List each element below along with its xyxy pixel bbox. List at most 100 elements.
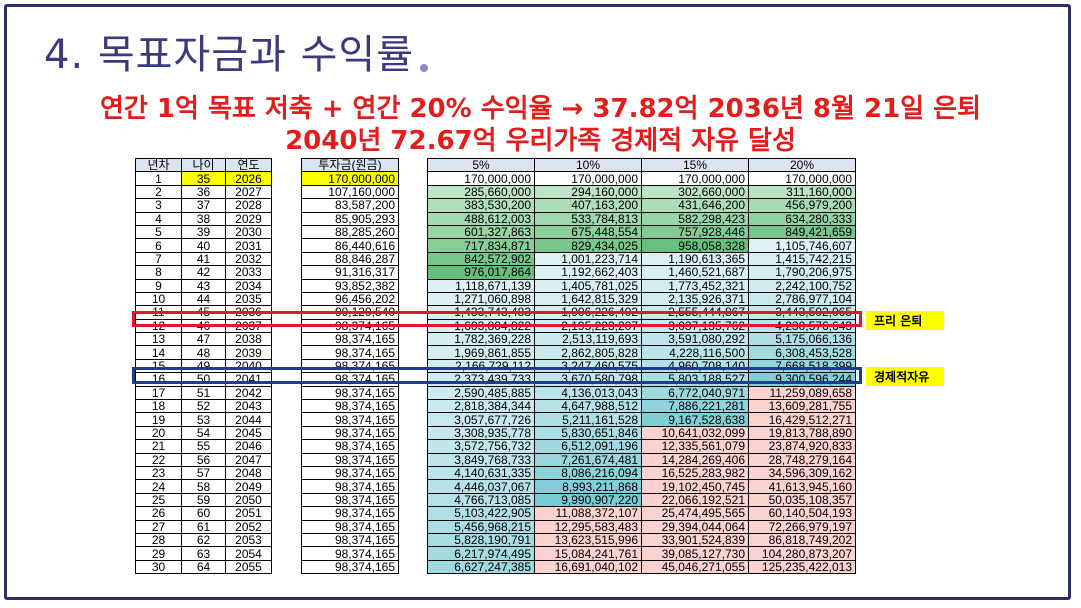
- table-cell: 41: [181, 251, 226, 267]
- table-cell: 456,979,200: [748, 198, 856, 213]
- table-row: 23 57 2048: [135, 465, 272, 481]
- table-cell: 16,525,283,982: [641, 465, 749, 481]
- table-cell: 45,046,271,055: [641, 559, 749, 575]
- table-cell: 59: [181, 492, 226, 508]
- table-row: 5,103,422,905 11,088,372,107 25,474,495,56…: [427, 506, 856, 521]
- table-cell: 1,642,815,329: [534, 291, 642, 307]
- table-cell: 98,374,165: [301, 399, 399, 414]
- table-cell: 5,175,066,136: [748, 332, 856, 347]
- table-cell: 86,440,616: [301, 238, 399, 253]
- table-row: 27 61 2052: [135, 519, 272, 534]
- table-cell: 2048: [225, 465, 272, 481]
- table-cell: 383,530,200: [427, 198, 535, 213]
- table-cell: 107,160,000: [301, 184, 399, 200]
- table-row: 21 55 2046: [135, 439, 272, 454]
- table-row: 17 51 2042: [135, 385, 272, 401]
- table-cell: 5,211,161,528: [534, 412, 642, 427]
- table-row: 4,766,713,085 9,990,907,220 22,066,192,521…: [427, 492, 856, 508]
- table-cell: 2,590,485,885: [427, 385, 535, 401]
- table-row: 1 35 2026: [135, 171, 272, 186]
- returns-table: 5% 10% 15% 20% 170,000,000 170,000,000 170,00…: [427, 157, 856, 575]
- column-header: 나이: [181, 157, 226, 173]
- table-cell: 1,192,662,403: [534, 265, 642, 280]
- table-cell: 2,513,119,693: [534, 332, 642, 347]
- table-cell: 675,448,554: [534, 224, 642, 240]
- table-cell: 104,280,873,207: [748, 546, 856, 561]
- table-row: 20 54 2045: [135, 425, 272, 441]
- table-cell: 36: [181, 184, 226, 200]
- table-cell: 2,818,384,344: [427, 399, 535, 414]
- table-row: 28 62 2053: [135, 532, 272, 548]
- headline-line-2: 2040년 72.67억 우리가족 경제적 자유 달성: [285, 126, 796, 156]
- financial-freedom-row-highlight: [132, 367, 862, 384]
- table-row: 93,852,382: [301, 278, 399, 293]
- table-row: 14 48 2039: [135, 345, 272, 360]
- table-cell: 2,242,100,752: [748, 278, 856, 293]
- table-cell: 62: [181, 532, 226, 548]
- table-row: 18 52 2043: [135, 399, 272, 414]
- table-cell: 98,374,165: [301, 479, 399, 494]
- table-row: 383,530,200 407,163,200 431,646,200 456,979…: [427, 198, 856, 213]
- table-cell: 98,374,165: [301, 532, 399, 548]
- table-cell: 1,190,613,365: [641, 251, 749, 267]
- table-cell: 2,862,805,828: [534, 345, 642, 360]
- table-cell: 63: [181, 546, 226, 561]
- table-cell: 5: [135, 224, 182, 240]
- table-cell: 64: [181, 559, 226, 575]
- table-cell: 2038: [225, 332, 272, 347]
- table-cell: 57: [181, 465, 226, 481]
- table-cell: 91,316,317: [301, 265, 399, 280]
- table-row: 88,846,287: [301, 251, 399, 267]
- table-row: 98,374,165: [301, 519, 399, 534]
- table-cell: 1,415,742,215: [748, 251, 856, 267]
- table-cell: 3,591,080,292: [641, 332, 749, 347]
- table-cell: 8,086,216,094: [534, 465, 642, 481]
- table-cell: 3,849,768,733: [427, 452, 535, 467]
- table-cell: 9,167,528,638: [641, 412, 749, 427]
- table-cell: 170,000,000: [301, 171, 399, 186]
- table-cell: 33,901,524,839: [641, 532, 749, 548]
- table-cell: 170,000,000: [748, 171, 856, 186]
- table-row: 6,627,247,385 16,691,040,102 45,046,271,05…: [427, 559, 856, 575]
- table-cell: 28,748,279,164: [748, 452, 856, 467]
- headline-line-1: 연간 1억 목표 저축 + 연간 20% 수익율 → 37.82억 2036년 …: [99, 94, 981, 124]
- table-row: 4,446,037,067 8,993,211,868 19,102,450,745…: [427, 479, 856, 494]
- table-row: 1,118,671,139 1,405,781,025 1,773,452,321 2…: [427, 278, 856, 293]
- table-cell: 9,990,907,220: [534, 492, 642, 508]
- table-cell: 60,140,504,193: [748, 506, 856, 521]
- table-row: 717,834,871 829,434,025 958,058,328 1,105,7…: [427, 238, 856, 253]
- table-row: 98,374,165: [301, 479, 399, 494]
- table-cell: 13,623,515,996: [534, 532, 642, 548]
- table-cell: 2047: [225, 452, 272, 467]
- table-cell: 2053: [225, 532, 272, 548]
- table-cell: 1,969,861,855: [427, 345, 535, 360]
- table-cell: 4,136,013,043: [534, 385, 642, 401]
- table-row: 98,374,165: [301, 492, 399, 508]
- table-row: 3 37 2028: [135, 198, 272, 213]
- table-cell: 958,058,328: [641, 238, 749, 253]
- table-cell: 6,772,040,971: [641, 385, 749, 401]
- table-cell: 98,374,165: [301, 412, 399, 427]
- table-cell: 1,773,452,321: [641, 278, 749, 293]
- table-row: 98,374,165: [301, 546, 399, 561]
- table-cell: 14: [135, 345, 182, 360]
- table-cell: 17: [135, 385, 182, 401]
- table-cell: 58: [181, 479, 226, 494]
- table-cell: 7: [135, 251, 182, 267]
- table-cell: 4: [135, 211, 182, 226]
- table-cell: 2026: [225, 171, 272, 186]
- table-cell: 18: [135, 399, 182, 414]
- table-row: 96,456,202: [301, 291, 399, 307]
- table-row: 285,660,000 294,160,000 302,660,000 311,160…: [427, 184, 856, 200]
- table-cell: 170,000,000: [534, 171, 642, 186]
- table-cell: 98,374,165: [301, 519, 399, 534]
- table-cell: 25,474,495,565: [641, 506, 749, 521]
- column-header: 15%: [641, 157, 749, 173]
- table-cell: 13,609,281,755: [748, 399, 856, 414]
- table-cell: 98,374,165: [301, 345, 399, 360]
- table-cell: 10,641,032,099: [641, 425, 749, 441]
- table-cell: 72,266,979,197: [748, 519, 856, 534]
- table-row: 3,849,768,733 7,261,674,481 14,284,269,406…: [427, 452, 856, 467]
- table-cell: 2051: [225, 506, 272, 521]
- table-cell: 285,660,000: [427, 184, 535, 200]
